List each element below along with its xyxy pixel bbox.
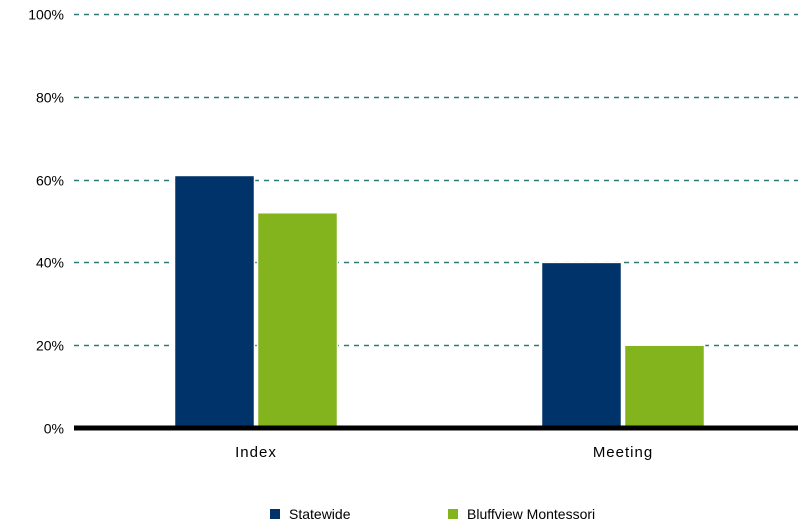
bar-chart: 0% 20% 40% 60% 80% 100% Index Meeting xyxy=(28,7,798,461)
legend: Statewide Bluffview Montessori xyxy=(0,506,798,524)
legend-swatch-statewide xyxy=(270,509,280,519)
y-axis-tick-labels: 0% 20% 40% 60% 80% 100% xyxy=(28,7,64,437)
legend-label-bluffview-montessori: Bluffview Montessori xyxy=(467,506,596,522)
bar-meeting-bluffview-montessori xyxy=(623,344,706,429)
x-tick-label-meeting: Meeting xyxy=(593,444,653,461)
y-tick-label-40: 40% xyxy=(36,255,64,271)
legend-label-statewide: Statewide xyxy=(289,506,351,522)
bar-meeting-statewide xyxy=(540,261,623,429)
y-tick-label-100: 100% xyxy=(28,7,64,23)
x-axis-tick-labels: Index Meeting xyxy=(235,444,653,461)
y-tick-label-20: 20% xyxy=(36,338,64,354)
bar-index-bluffview-montessori xyxy=(256,211,339,429)
x-tick-label-index: Index xyxy=(235,444,277,461)
legend-swatch-bluffview-montessori xyxy=(448,509,458,519)
legend-item-statewide: Statewide xyxy=(270,506,350,522)
bar-index-statewide xyxy=(173,174,256,429)
bars xyxy=(173,174,706,429)
y-tick-label-0: 0% xyxy=(44,421,64,437)
y-tick-label-60: 60% xyxy=(36,173,64,189)
legend-item-bluffview-montessori: Bluffview Montessori xyxy=(448,506,595,522)
y-tick-label-80: 80% xyxy=(36,90,64,106)
